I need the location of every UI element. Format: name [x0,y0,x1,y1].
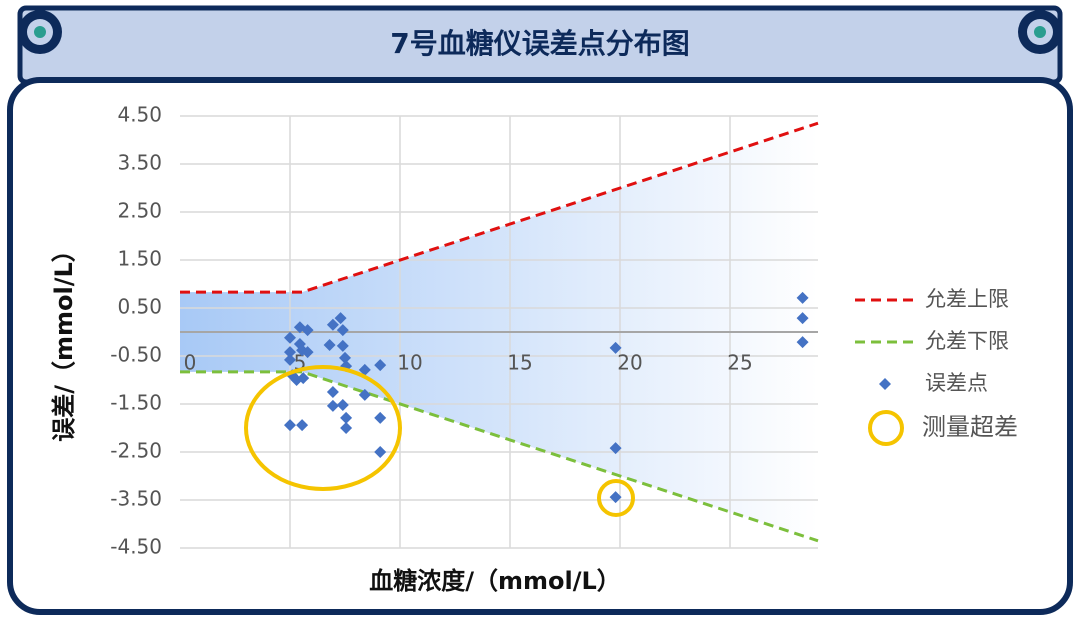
y-tick-label: -2.50 [110,439,162,463]
chart-title: 7号血糖仪误差点分布图 [390,27,689,60]
error-point [326,386,339,398]
error-point [334,312,347,325]
error-point [296,419,309,432]
error-point [796,336,809,349]
error-point [358,363,371,376]
legend-label: 误差点 [925,371,988,395]
y-tick-label: 1.50 [117,247,162,271]
error-point [609,341,622,354]
error-point [336,324,349,337]
error-point [609,442,622,455]
x-tick-label: 25 [727,351,752,375]
error-point [374,359,387,372]
legend-label: 允差下限 [925,329,1009,353]
legend-label: 允差上限 [925,287,1009,311]
limit-line [180,121,819,294]
error-point [340,411,353,424]
y-tick-label: 4.50 [117,103,162,127]
error-point [336,339,349,352]
error-point [609,491,622,504]
error-point [358,388,371,401]
y-tick-label: -3.50 [110,487,162,511]
error-point [323,338,336,351]
error-point [284,331,296,344]
error-point [326,318,339,331]
y-tick-label: 0.50 [117,295,162,319]
error-point [340,422,353,434]
limit-line [180,370,819,543]
y-tick-label: -0.50 [110,343,162,367]
legend-marker [879,378,891,390]
x-tick-label: 10 [397,351,422,375]
error-point [374,411,387,424]
error-point [326,399,339,412]
error-point [301,346,314,359]
error-point [796,312,809,325]
error-point [301,324,314,337]
y-tick-label: 3.50 [117,151,162,175]
outlier-circle [244,365,402,491]
x-tick-label: 15 [507,351,532,375]
y-axis-label: 误差/（mmol/L） [50,238,78,442]
error-point [339,351,351,364]
corner-ornament [34,26,46,38]
corner-ornament [1034,26,1046,38]
error-point [284,346,296,359]
x-tick-label: 0 [184,351,197,375]
outlier-circle [597,479,635,517]
error-point [374,446,387,458]
y-tick-label: -1.50 [110,391,162,415]
error-point [284,353,296,366]
y-tick-label: 2.50 [117,199,162,223]
error-point [284,419,296,432]
y-tick-label: -4.50 [110,535,162,559]
error-point [796,291,809,304]
legend-marker [868,410,904,446]
legend-label: 测量超差 [922,413,1018,441]
error-point [297,372,310,385]
x-tick-label: 20 [617,351,642,375]
x-axis-label: 血糖浓度/（mmol/L） [369,567,621,595]
error-point [336,398,349,411]
